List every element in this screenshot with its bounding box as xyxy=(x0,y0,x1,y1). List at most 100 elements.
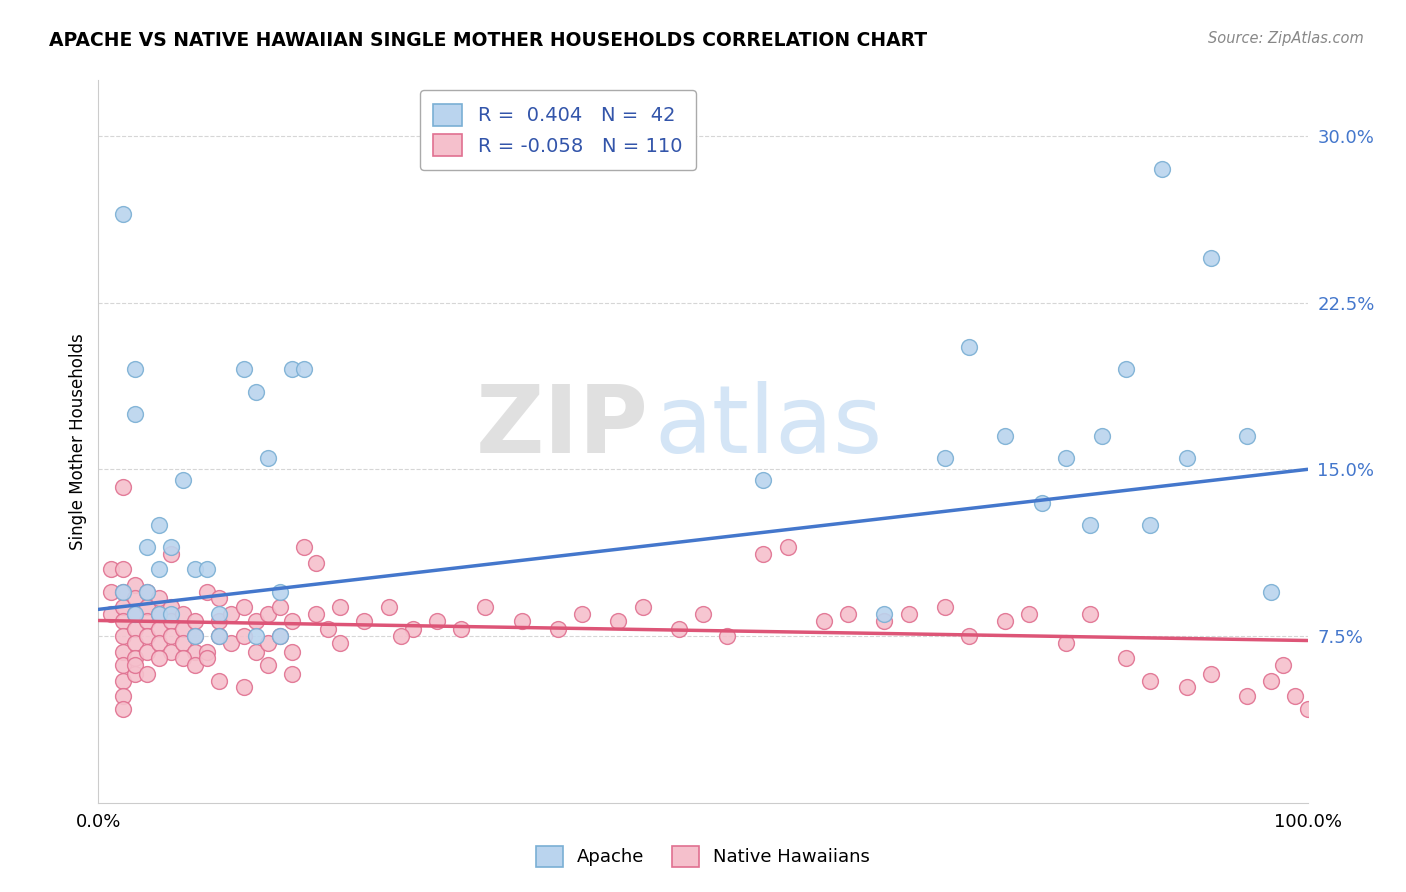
Point xyxy=(329,636,352,650)
Point xyxy=(1175,680,1198,694)
Point xyxy=(208,591,231,606)
Point xyxy=(111,600,134,615)
Point xyxy=(305,607,328,621)
Point xyxy=(1175,451,1198,466)
Point xyxy=(269,584,291,599)
Point xyxy=(111,614,134,628)
Point xyxy=(135,584,157,599)
Point xyxy=(100,607,122,621)
Point xyxy=(256,451,278,466)
Point xyxy=(316,623,339,637)
Point xyxy=(135,614,157,628)
Point xyxy=(124,636,146,650)
Point xyxy=(1054,451,1077,466)
Point xyxy=(245,614,267,628)
Point xyxy=(1139,517,1161,532)
Point xyxy=(631,600,654,615)
Point xyxy=(1284,689,1306,703)
Point xyxy=(245,384,267,399)
Point xyxy=(148,562,170,576)
Point xyxy=(124,591,146,606)
Point xyxy=(208,629,231,643)
Point xyxy=(221,607,243,621)
Text: atlas: atlas xyxy=(655,381,883,473)
Point xyxy=(776,540,799,554)
Point xyxy=(571,607,593,621)
Point xyxy=(124,578,146,592)
Point xyxy=(873,614,896,628)
Point xyxy=(111,584,134,599)
Point xyxy=(124,657,146,672)
Point xyxy=(184,629,207,643)
Point xyxy=(111,645,134,659)
Point xyxy=(305,556,328,570)
Point xyxy=(100,562,122,576)
Point xyxy=(1054,636,1077,650)
Point xyxy=(135,540,157,554)
Point xyxy=(148,636,170,650)
Point xyxy=(184,645,207,659)
Point xyxy=(160,600,183,615)
Point xyxy=(934,451,956,466)
Point xyxy=(111,629,134,643)
Point xyxy=(195,645,218,659)
Point xyxy=(281,645,304,659)
Point xyxy=(184,657,207,672)
Point xyxy=(172,474,194,488)
Point xyxy=(547,623,569,637)
Point xyxy=(1031,496,1053,510)
Point xyxy=(135,645,157,659)
Point xyxy=(281,666,304,681)
Point xyxy=(135,584,157,599)
Point xyxy=(111,673,134,688)
Point xyxy=(1260,584,1282,599)
Point xyxy=(232,629,254,643)
Point xyxy=(1078,607,1101,621)
Point xyxy=(124,623,146,637)
Point xyxy=(716,629,738,643)
Point xyxy=(994,614,1017,628)
Point xyxy=(1236,429,1258,443)
Point xyxy=(668,623,690,637)
Point xyxy=(269,629,291,643)
Point xyxy=(208,629,231,643)
Point xyxy=(281,614,304,628)
Point xyxy=(184,629,207,643)
Point xyxy=(256,657,278,672)
Point xyxy=(510,614,533,628)
Point xyxy=(1091,429,1114,443)
Point xyxy=(124,651,146,665)
Legend: R =  0.404   N =  42, R = -0.058   N = 110: R = 0.404 N = 42, R = -0.058 N = 110 xyxy=(419,90,696,169)
Point xyxy=(474,600,496,615)
Point xyxy=(232,680,254,694)
Point xyxy=(256,607,278,621)
Text: ZIP: ZIP xyxy=(475,381,648,473)
Point xyxy=(897,607,920,621)
Point xyxy=(160,607,183,621)
Point xyxy=(377,600,399,615)
Point xyxy=(269,629,291,643)
Point xyxy=(957,629,980,643)
Point xyxy=(232,600,254,615)
Point xyxy=(124,607,146,621)
Point xyxy=(221,636,243,650)
Point xyxy=(172,607,194,621)
Point xyxy=(148,517,170,532)
Point xyxy=(1115,651,1137,665)
Point xyxy=(172,636,194,650)
Point xyxy=(195,562,218,576)
Point xyxy=(111,702,134,716)
Point xyxy=(292,362,315,376)
Point xyxy=(1199,251,1222,265)
Point xyxy=(1199,666,1222,681)
Point xyxy=(111,480,134,494)
Point xyxy=(1115,362,1137,376)
Point xyxy=(100,584,122,599)
Point xyxy=(148,607,170,621)
Text: Source: ZipAtlas.com: Source: ZipAtlas.com xyxy=(1208,31,1364,46)
Point xyxy=(124,407,146,421)
Point xyxy=(184,614,207,628)
Point xyxy=(111,657,134,672)
Point xyxy=(195,651,218,665)
Point xyxy=(208,607,231,621)
